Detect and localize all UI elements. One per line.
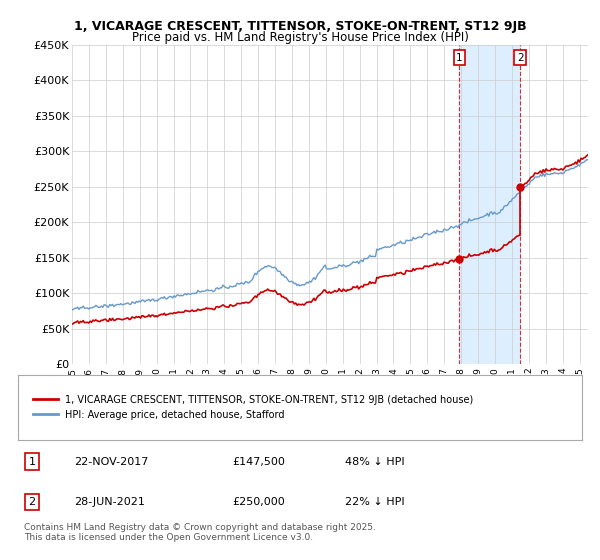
Text: 48% ↓ HPI: 48% ↓ HPI: [345, 457, 405, 467]
Text: 2: 2: [29, 497, 35, 507]
Text: 1: 1: [29, 457, 35, 467]
Text: 22-NOV-2017: 22-NOV-2017: [74, 457, 149, 467]
Legend: 1, VICARAGE CRESCENT, TITTENSOR, STOKE-ON-TRENT, ST12 9JB (detached house), HPI:: 1, VICARAGE CRESCENT, TITTENSOR, STOKE-O…: [29, 390, 479, 424]
Text: 2: 2: [517, 53, 524, 63]
Text: £147,500: £147,500: [232, 457, 285, 467]
Bar: [460, 45, 520, 364]
Text: Contains HM Land Registry data © Crown copyright and database right 2025.
This d: Contains HM Land Registry data © Crown c…: [23, 522, 376, 542]
Text: 22% ↓ HPI: 22% ↓ HPI: [345, 497, 405, 507]
Text: £250,000: £250,000: [232, 497, 285, 507]
Text: Price paid vs. HM Land Registry's House Price Index (HPI): Price paid vs. HM Land Registry's House …: [131, 31, 469, 44]
Text: 1, VICARAGE CRESCENT, TITTENSOR, STOKE-ON-TRENT, ST12 9JB: 1, VICARAGE CRESCENT, TITTENSOR, STOKE-O…: [74, 20, 526, 32]
Text: 1: 1: [456, 53, 463, 63]
Text: 28-JUN-2021: 28-JUN-2021: [74, 497, 145, 507]
